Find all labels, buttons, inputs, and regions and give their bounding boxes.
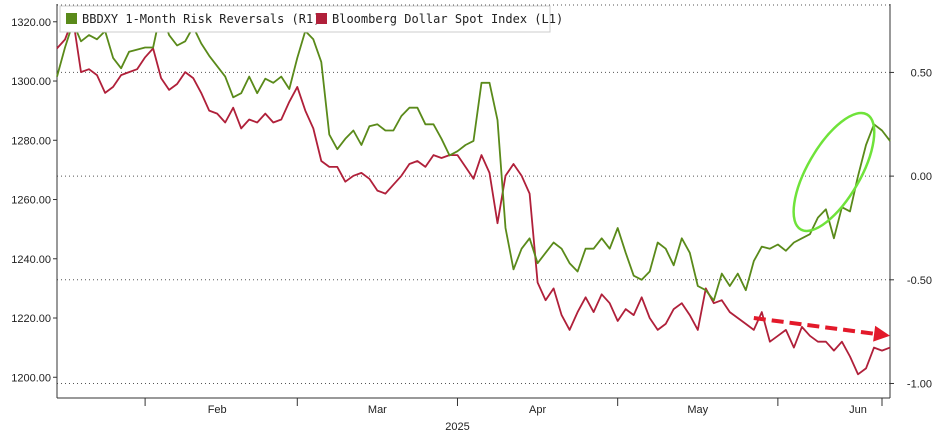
left-tick-label: 1240.00 — [11, 254, 51, 266]
month-label-mar: Mar — [368, 404, 387, 416]
legend: BBDXY 1-Month Risk Reversals (R1) Bloomb… — [59, 5, 563, 33]
legend-box — [59, 5, 551, 33]
right-tick-label: -1.00 — [907, 378, 932, 390]
year-label: 2025 — [445, 421, 469, 433]
month-label-jun: Jun — [849, 404, 867, 416]
trend-arrow-shaft — [753, 316, 875, 336]
legend-label-dollar-index: Bloomberg Dollar Spot Index (L1) — [332, 12, 563, 26]
month-label-feb: Feb — [208, 404, 227, 416]
legend-swatch-dollar-index — [316, 13, 327, 24]
month-label-may: May — [687, 404, 708, 416]
left-tick-label: 1320.00 — [11, 17, 51, 29]
highlight-ellipse — [792, 111, 876, 233]
left-tick-label: 1220.00 — [11, 313, 51, 325]
legend-label-risk-reversals: BBDXY 1-Month Risk Reversals (R1) — [82, 12, 320, 26]
series-line-dollar-index — [56, 17, 891, 376]
right-tick-label: 0.00 — [911, 171, 932, 183]
right-tick-label: -0.50 — [907, 275, 932, 287]
month-label-apr: Apr — [529, 404, 546, 416]
right-tick-label: 0.50 — [911, 67, 932, 79]
legend-swatch-risk-reversals — [66, 13, 77, 24]
left-tick-label: 1200.00 — [11, 372, 51, 384]
annotations — [753, 111, 890, 342]
left-tick-label: 1300.00 — [11, 76, 51, 88]
trend-arrow-head — [873, 325, 890, 342]
left-tick-label: 1260.00 — [11, 195, 51, 207]
axes: 1200.00 1220.00 1240.00 1260.00 1280.00 1300.… — [11, 4, 932, 433]
left-tick-label: 1280.00 — [11, 135, 51, 147]
